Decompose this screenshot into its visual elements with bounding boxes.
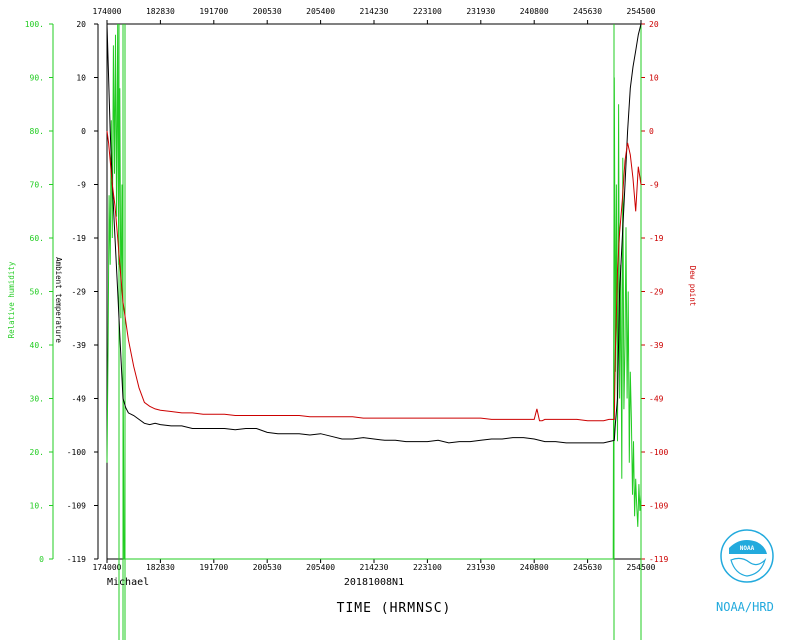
temp-tick-label: -9 — [76, 181, 86, 190]
noaa-logo-ring — [720, 529, 774, 583]
rh-axis-label: Relative humidity — [7, 261, 16, 338]
temp-axis-label: Ambient temperature — [54, 257, 63, 343]
temp-tick-label: -119 — [67, 555, 86, 564]
x-tick-label: 174000 — [93, 563, 122, 572]
x-tick-label: 223100 — [413, 563, 442, 572]
dew-axis-label: Dew point — [688, 266, 697, 307]
rh-tick-label: 50. — [30, 288, 44, 297]
x-tick-label: 191700 — [199, 563, 228, 572]
rh-tick-label: 0 — [39, 555, 44, 564]
x-tick-label: 200530 — [253, 7, 282, 16]
temp-tick-label: 10 — [76, 74, 86, 83]
dew-tick-label: -29 — [649, 288, 664, 297]
rh-tick-label: 80. — [30, 127, 44, 136]
rh-axis-ticks: 100. 90. 80. 70. 60. 50. 40. 30. 20. 10. 0 — [25, 20, 53, 564]
x-tick-label: 182830 — [146, 563, 175, 572]
rh-tick-label: 10. — [30, 502, 44, 511]
temp-tick-label: -29 — [72, 288, 87, 297]
logo-label: NOAA/HRD — [716, 600, 774, 614]
x-tick-label: 245630 — [573, 563, 602, 572]
x-tick-label: 174000 — [93, 7, 122, 16]
dew-tick-label: -119 — [649, 555, 668, 564]
noaa-logo-text: NOAA — [740, 545, 755, 552]
flight-leg-markers — [118, 24, 642, 640]
dew-tick-label: -19 — [649, 234, 664, 243]
x-axis-label: TIME (HRMNSC) — [337, 601, 452, 616]
temp-tick-label: -19 — [72, 234, 87, 243]
x-axis-ticks-top: 174000 182830 191700 200530 205400 214230 2231… — [93, 7, 656, 24]
noaa-logo-wave — [730, 557, 767, 577]
noaa-logo: NOAA — [720, 529, 774, 583]
dew-tick-label: 10 — [649, 74, 659, 83]
dew-tick-label: -100 — [649, 448, 668, 457]
rh-tick-label: 20. — [30, 448, 44, 457]
x-tick-label: 231930 — [466, 7, 495, 16]
x-tick-label: 214230 — [360, 7, 389, 16]
temp-tick-label: -49 — [72, 395, 87, 404]
x-axis-ticks-bottom: 174000 182830 191700 200530 205400 214230 2231… — [93, 559, 656, 572]
dew-tick-label: -9 — [649, 181, 659, 190]
plot-frame — [106, 23, 642, 560]
relative-humidity-series-line — [106, 23, 642, 560]
flight-id: 20181008N1 — [344, 577, 404, 588]
temp-tick-label: 0 — [81, 127, 86, 136]
rh-tick-label: 40. — [30, 341, 44, 350]
x-tick-label: 231930 — [466, 563, 495, 572]
x-tick-label: 240800 — [520, 7, 549, 16]
series-group — [106, 23, 642, 560]
x-tick-label: 200530 — [253, 563, 282, 572]
x-tick-label: 254500 — [627, 7, 656, 16]
x-tick-label: 240800 — [520, 563, 549, 572]
dew-tick-label: -109 — [649, 502, 668, 511]
temp-tick-label: 20 — [76, 20, 86, 29]
dew-tick-label: -39 — [649, 341, 664, 350]
rh-tick-label: 60. — [30, 234, 44, 243]
temp-axis-ticks: 20 10 0 -9 -19 -29 -39 -49 -100 -109 -119 — [67, 20, 98, 564]
x-tick-label: 191700 — [199, 7, 228, 16]
dew-point-series-line — [106, 130, 642, 422]
x-tick-label: 182830 — [146, 7, 175, 16]
rh-tick-label: 100. — [25, 20, 44, 29]
x-tick-label: 205400 — [306, 7, 335, 16]
dew-tick-label: 0 — [649, 127, 654, 136]
dew-tick-label: 20 — [649, 20, 659, 29]
ambient-temperature-series-line — [106, 23, 642, 444]
temp-tick-label: -100 — [67, 448, 86, 457]
dew-axis-ticks: 20 10 0 -9 -19 -29 -39 -49 -100 -109 -119 — [641, 20, 668, 564]
temp-tick-label: -109 — [67, 502, 86, 511]
rh-tick-label: 30. — [30, 395, 44, 404]
x-tick-label: 214230 — [360, 563, 389, 572]
dew-tick-label: -49 — [649, 395, 664, 404]
x-tick-label: 205400 — [306, 563, 335, 572]
x-tick-label: 223100 — [413, 7, 442, 16]
temp-tick-label: -39 — [72, 341, 87, 350]
rh-tick-label: 90. — [30, 74, 44, 83]
storm-name: Michael — [107, 577, 149, 588]
noaa-logo-bird — [729, 540, 767, 554]
x-tick-label: 245630 — [573, 7, 602, 16]
rh-tick-label: 70. — [30, 181, 44, 190]
